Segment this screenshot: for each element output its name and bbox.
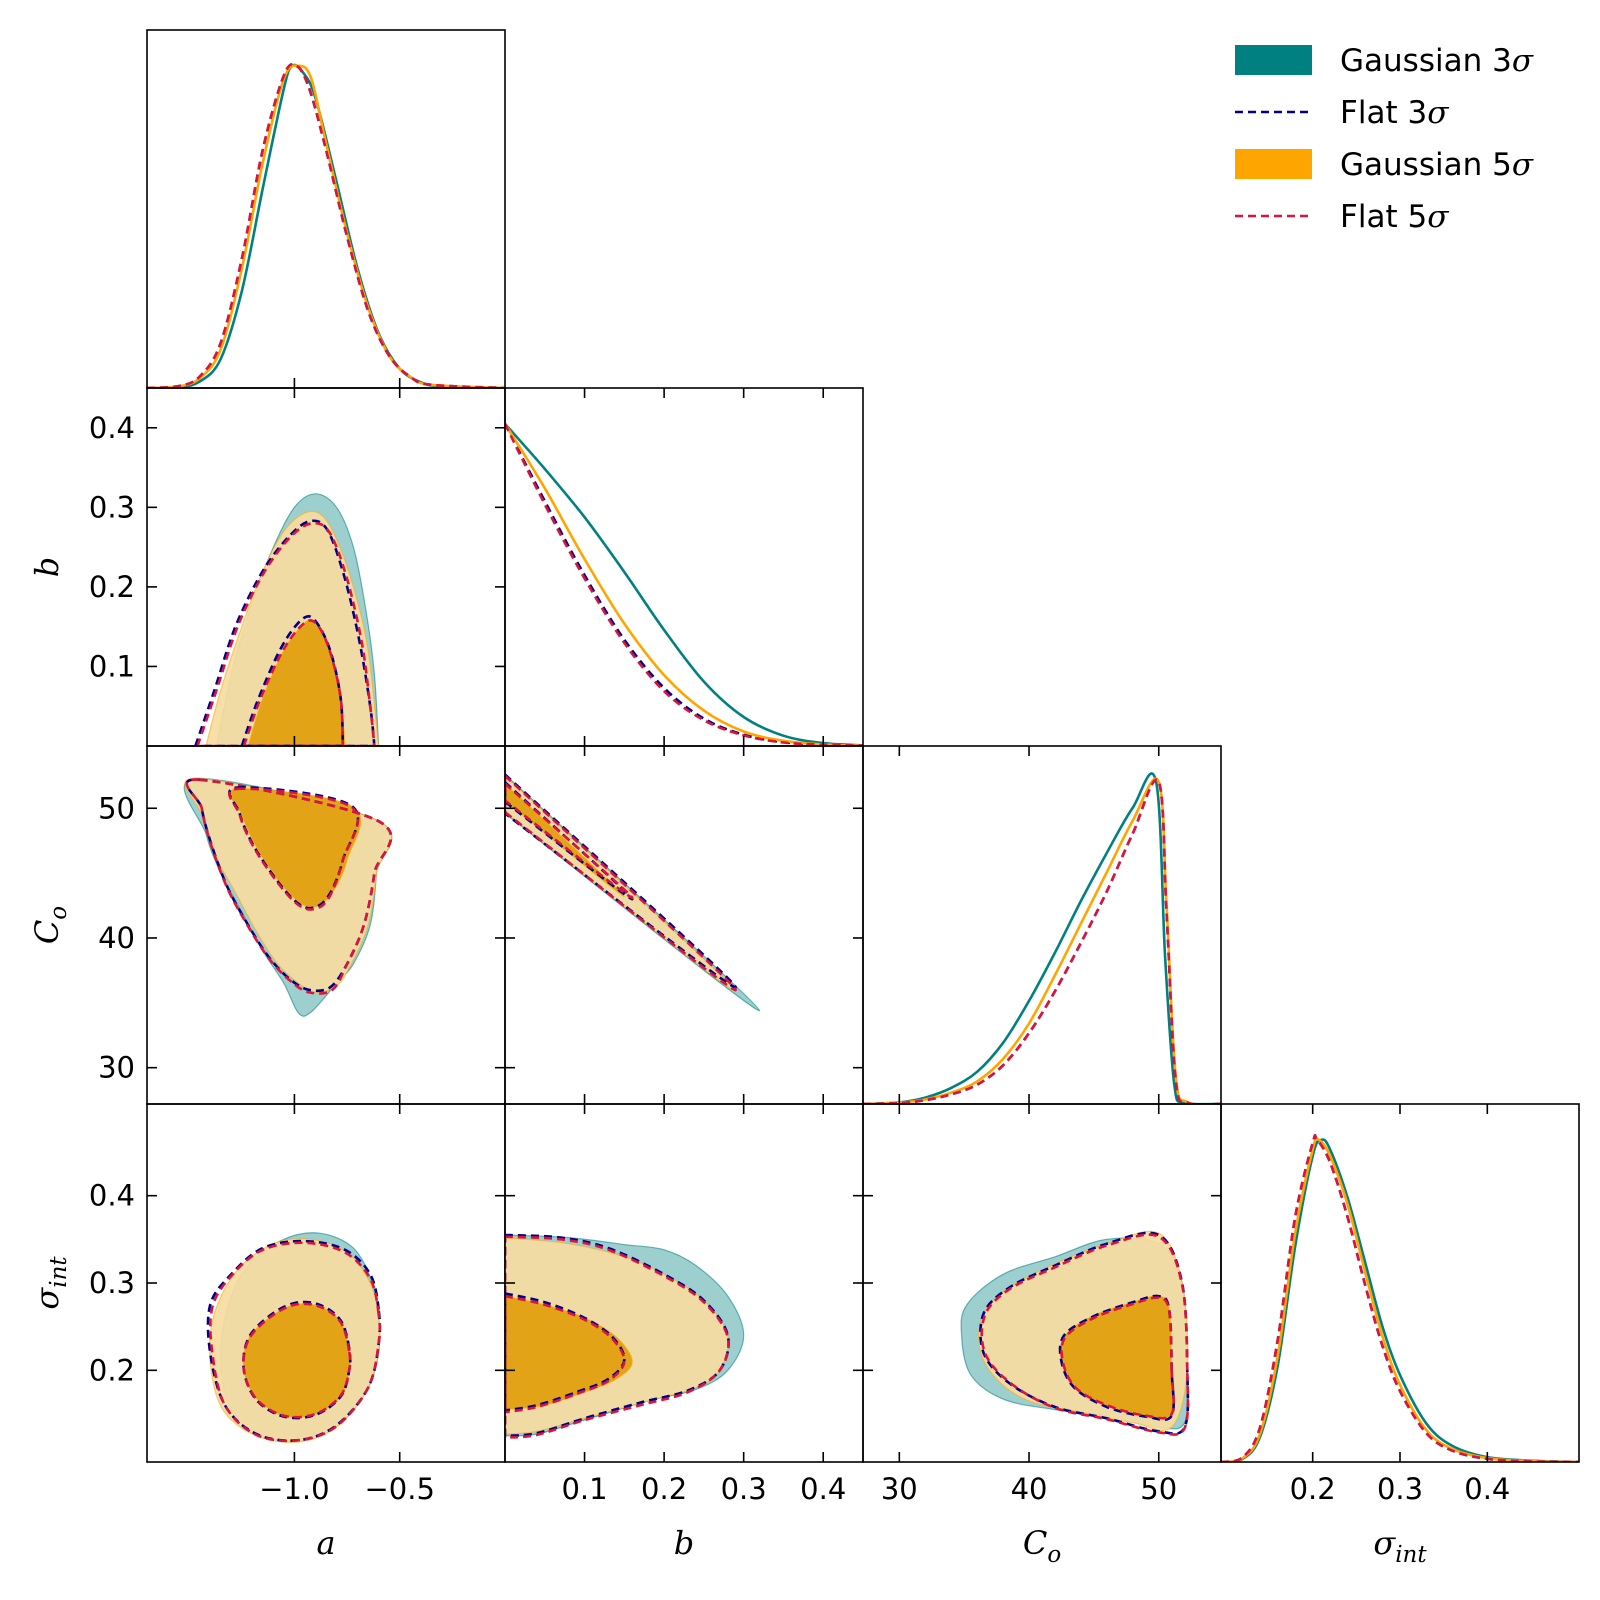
- legend-label-2: Gaussian 5σ: [1340, 147, 1534, 183]
- panel-sigma_int-sigma_int: [1221, 1134, 1579, 1462]
- y-axis-label-sigma_int: σint: [28, 1256, 72, 1310]
- y-tick-label: 30: [98, 1051, 135, 1085]
- y-axis-label-b: b: [28, 557, 66, 577]
- y-tick-label: 0.2: [89, 570, 135, 604]
- contour-C_o-a-flat-5σ-95: [185, 778, 393, 995]
- marginal-sigma_int-flat-5σ: [1221, 1134, 1579, 1462]
- y-tick-label: 0.2: [89, 1353, 135, 1387]
- panel-C_o-C_o: [863, 772, 1221, 1104]
- marginal-C_o-gaussian-3σ: [863, 772, 1221, 1104]
- y-tick-label: 0.3: [89, 490, 135, 524]
- x-axis-label-a: a: [316, 1524, 335, 1562]
- panel-frame: [504, 745, 864, 1105]
- legend-swatch-0: [1235, 45, 1312, 75]
- y-tick-label: 0.3: [89, 1266, 135, 1300]
- panel-sigma_int-b: [505, 1233, 745, 1439]
- x-tick-label: 30: [881, 1472, 918, 1506]
- x-axis-label-sigma_int: σint: [1373, 1524, 1427, 1568]
- marginal-sigma_int-flat-3σ: [1221, 1134, 1579, 1462]
- panel-sigma_int-C_o: [960, 1230, 1190, 1436]
- panel-C_o-a: [183, 777, 393, 1017]
- marginal-C_o-flat-5σ: [863, 778, 1221, 1104]
- marginal-a-flat-5σ: [147, 62, 505, 388]
- x-tick-label: 0.3: [721, 1472, 767, 1506]
- contour-b-a-flat-5σ-95: [196, 521, 376, 746]
- x-tick-label: 0.3: [1377, 1472, 1423, 1506]
- marginal-sigma_int-gaussian-3σ: [1221, 1138, 1579, 1462]
- marginal-b-gaussian-5σ: [505, 423, 863, 746]
- x-tick-label: −1.0: [259, 1472, 329, 1506]
- panel-b-b: [505, 422, 863, 746]
- panel-frame: [504, 387, 864, 747]
- contour-sigma_int-C_o-flat-5σ-68: [1060, 1296, 1175, 1420]
- marginal-a-gaussian-3σ: [147, 63, 505, 388]
- contour-sigma_int-C_o-flat-3σ-68: [1058, 1294, 1175, 1422]
- y-tick-label: 40: [98, 921, 135, 955]
- x-tick-label: 0.2: [1290, 1472, 1336, 1506]
- x-tick-label: 0.4: [1464, 1472, 1510, 1506]
- x-tick-label: 40: [1011, 1472, 1048, 1506]
- y-tick-label: 50: [98, 791, 135, 825]
- marginal-sigma_int-gaussian-5σ: [1221, 1136, 1579, 1462]
- marginal-b-flat-5σ: [505, 423, 863, 746]
- legend-swatch-2: [1235, 149, 1312, 179]
- legend-label-1: Flat 3σ: [1340, 95, 1449, 131]
- panel-frame: [1220, 1103, 1580, 1463]
- x-axis-label-b: b: [674, 1524, 694, 1562]
- y-tick-label: 0.4: [89, 1179, 135, 1213]
- x-tick-label: −0.5: [364, 1472, 434, 1506]
- contour-sigma_int-b-flat-5σ-68: [505, 1294, 626, 1414]
- panel-sigma_int-a: [206, 1232, 382, 1443]
- contour-b-a-flat-5σ-68: [242, 619, 345, 746]
- contour-sigma_int-b-flat-3σ-68: [505, 1292, 626, 1412]
- legend-label-0: Gaussian 3σ: [1340, 43, 1534, 79]
- marginal-b-flat-3σ: [505, 423, 863, 746]
- contour-b-a-flat-3σ-68: [240, 614, 345, 746]
- contour-sigma_int-a-flat-5σ-68: [242, 1302, 352, 1419]
- marginal-b-gaussian-3σ: [505, 422, 863, 746]
- panel-a-a: [147, 62, 505, 388]
- y-tick-label: 0.1: [89, 649, 135, 683]
- contour-sigma_int-C_o-flat-3σ-95: [979, 1231, 1190, 1435]
- marginal-a-flat-3σ: [147, 62, 505, 388]
- contour-C_o-a-flat-5σ-68: [228, 787, 360, 911]
- contour-C_o-b-flat-5σ-68: [505, 781, 634, 900]
- contour-sigma_int-a-flat-5σ-95: [209, 1241, 382, 1443]
- contour-sigma_int-b-flat-5σ-95: [505, 1235, 730, 1439]
- contour-C_o-b-flat-3σ-95: [505, 772, 738, 989]
- x-tick-label: 0.1: [561, 1472, 607, 1506]
- contour-sigma_int-C_o-flat-5σ-95: [980, 1233, 1190, 1436]
- panel-C_o-b: [505, 772, 761, 1012]
- y-axis-label-C_o: Co: [28, 906, 72, 944]
- panel-b-a: [194, 493, 380, 746]
- x-tick-label: 0.4: [800, 1472, 846, 1506]
- panel-frame: [146, 29, 506, 389]
- x-axis-label-C_o: Co: [1023, 1524, 1061, 1568]
- legend-label-3: Flat 5σ: [1340, 199, 1449, 235]
- x-tick-label: 0.2: [641, 1472, 687, 1506]
- marginal-a-gaussian-5σ: [147, 64, 505, 388]
- contour-C_o-b-flat-5σ-95: [505, 774, 738, 992]
- contour-C_o-b-gaussian-5σ-95: [505, 774, 737, 992]
- legend: Gaussian 3σ Flat 3σ Gaussian 5σ Flat 5σ: [1235, 43, 1534, 235]
- x-tick-label: 50: [1140, 1472, 1177, 1506]
- y-tick-label: 0.4: [89, 411, 135, 445]
